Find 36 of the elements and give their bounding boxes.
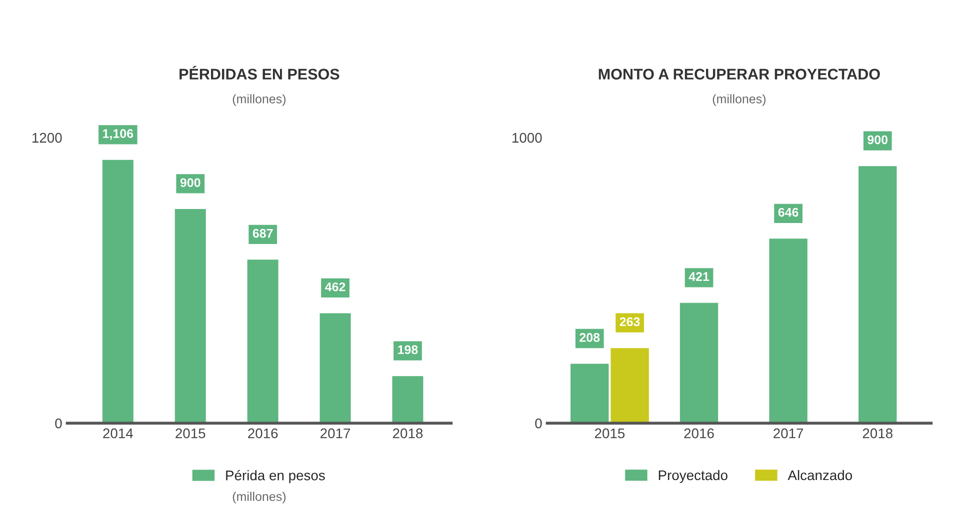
- chart-title: PÉRDIDAS EN PESOS: [180, 66, 340, 80]
- data-label: 687: [252, 228, 273, 238]
- bar: [102, 160, 134, 424]
- y-tick-label: 0: [55, 418, 62, 428]
- x-tick-label: 2015: [176, 428, 206, 438]
- legend-label: Périda en pesos: [226, 470, 325, 484]
- data-label: 900: [180, 178, 200, 188]
- legend-label: Proyectado: [658, 470, 728, 483]
- text: (millones): [232, 492, 286, 504]
- chart-subtitle: (millones): [232, 94, 286, 106]
- x-tick-label: 2018: [862, 428, 892, 438]
- data-label: 208: [580, 333, 600, 342]
- y-tick-label: 1000: [512, 132, 542, 143]
- x-tick-label: 2014: [103, 428, 133, 438]
- x-tick-label: 2015: [594, 428, 625, 438]
- x-tick-label: 2017: [320, 428, 350, 438]
- legend-label: Alcanzado: [788, 470, 852, 480]
- data-label: 900: [868, 135, 888, 144]
- bar: [247, 260, 278, 424]
- y-tick-label: 0: [535, 418, 542, 428]
- data-label: 646: [778, 208, 798, 217]
- y-tick-label: 1200: [32, 132, 62, 143]
- data-label: 462: [325, 282, 346, 292]
- chart-subtitle: (millones): [712, 94, 766, 106]
- data-label: 421: [688, 272, 710, 281]
- bar: [392, 376, 424, 424]
- bar: [174, 208, 206, 424]
- chart-title: MONTO A RECUPERAR PROYECTADO: [598, 68, 880, 80]
- x-tick-label: 2016: [248, 428, 278, 438]
- x-tick-label: 2017: [774, 428, 804, 438]
- x-tick-label: 2016: [684, 428, 714, 438]
- bar: [320, 313, 351, 424]
- data-label: 198: [398, 345, 418, 354]
- data-label: 263: [620, 317, 640, 326]
- data-label: 1,106: [103, 129, 134, 140]
- x-tick-label: 2018: [392, 428, 423, 438]
